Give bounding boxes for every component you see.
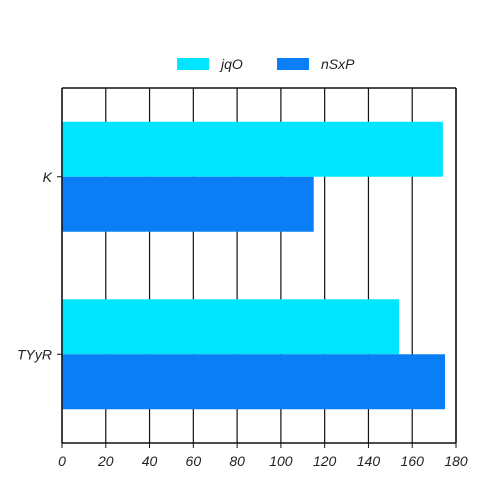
legend-swatch	[277, 58, 309, 70]
x-tick-label: 0	[58, 453, 66, 469]
x-tick-label: 160	[401, 453, 425, 469]
bar-nSxP-TYyR	[62, 354, 446, 410]
bar-jqO-K	[62, 121, 443, 177]
y-axis: K TYyR	[17, 169, 62, 362]
x-tick-label: 140	[357, 453, 381, 469]
legend: jqO nSxP	[177, 56, 355, 72]
legend-label: nSxP	[321, 56, 355, 72]
x-tick-label: 120	[313, 453, 337, 469]
x-axis: 0 20 40 60 80 100 120 140 160 180	[58, 443, 468, 469]
y-tick-label: K	[43, 169, 53, 185]
x-tick-label: 80	[229, 453, 245, 469]
x-tick-label: 60	[186, 453, 202, 469]
legend-item-jqO: jqO	[177, 56, 243, 72]
legend-swatch	[177, 58, 209, 70]
x-tick-label: 40	[142, 453, 158, 469]
legend-label: jqO	[219, 56, 243, 72]
y-tick-label: TYyR	[17, 346, 52, 362]
legend-item-nSxP: nSxP	[277, 56, 355, 72]
x-tick-label: 180	[444, 453, 468, 469]
plot-frame	[61, 87, 457, 444]
bar-nSxP-K	[62, 176, 314, 232]
x-tick-label: 20	[97, 453, 114, 469]
bars	[62, 121, 446, 410]
bar-jqO-TYyR	[62, 299, 400, 355]
x-tick-label: 100	[269, 453, 293, 469]
